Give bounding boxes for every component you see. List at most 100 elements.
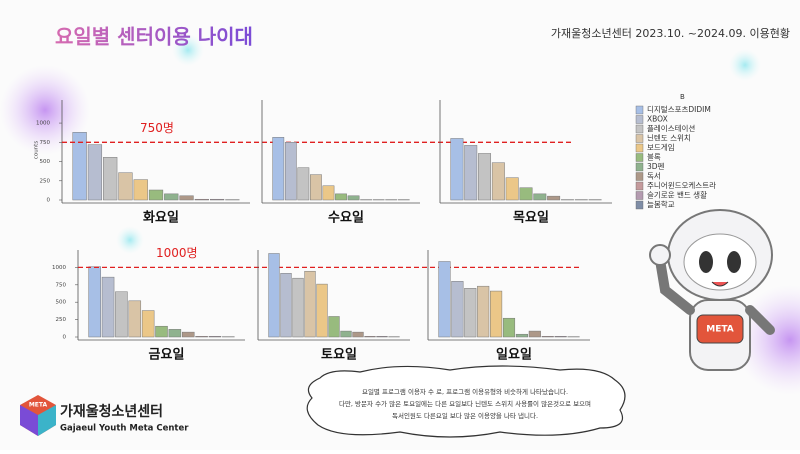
legend-swatch bbox=[636, 163, 643, 171]
legend-label: 블록 bbox=[647, 153, 661, 162]
bar bbox=[155, 326, 167, 337]
bar bbox=[293, 278, 304, 337]
logo-name: 가재울청소년센터 bbox=[60, 403, 163, 420]
robot-badge: META bbox=[706, 325, 734, 335]
bar bbox=[348, 196, 359, 200]
legend-swatch bbox=[636, 125, 643, 133]
bar bbox=[103, 157, 117, 200]
bar bbox=[142, 311, 154, 337]
legend-label: 독서 bbox=[647, 172, 661, 181]
legend-swatch bbox=[636, 116, 643, 124]
bar bbox=[102, 277, 114, 337]
bar bbox=[317, 284, 328, 337]
caption-line: 다만, 방문자 수가 많은 토요일에는 다른 요일보다 닌텐도 스위치 사용률이… bbox=[339, 399, 591, 408]
bar bbox=[542, 336, 554, 337]
bar bbox=[89, 267, 101, 337]
bar bbox=[310, 175, 321, 200]
legend-swatch bbox=[636, 106, 643, 114]
bar bbox=[477, 286, 489, 337]
bar bbox=[464, 288, 476, 337]
bar bbox=[451, 138, 463, 200]
logo-badge: META bbox=[29, 402, 48, 409]
bar bbox=[335, 194, 346, 200]
legend-label: 디지털스포츠DIDIM bbox=[647, 105, 711, 114]
bar bbox=[305, 271, 316, 337]
logo-english: Gajaeul Youth Meta Center bbox=[60, 424, 189, 434]
legend-swatch bbox=[636, 173, 643, 181]
reference-label: 750명 bbox=[140, 121, 174, 135]
chart-title: 토요일 bbox=[321, 348, 357, 363]
subtitle: 가재울청소년센터 2023.10. ~2024.09. 이용현황 bbox=[551, 27, 790, 40]
chart-title: 금요일 bbox=[149, 348, 185, 363]
bar bbox=[298, 168, 309, 200]
chart-title: 화요일 bbox=[143, 210, 179, 226]
chart-title: 목요일 bbox=[513, 211, 549, 226]
legend-label: 늘봄학교 bbox=[647, 199, 675, 209]
bar bbox=[129, 301, 141, 337]
y-tick-label: 250 bbox=[56, 317, 67, 323]
title: 요일별 센터이용 나이대 bbox=[55, 25, 253, 49]
bar bbox=[210, 199, 224, 200]
bar bbox=[196, 336, 208, 337]
legend-title: B bbox=[680, 93, 685, 101]
chart-title: 일요일 bbox=[496, 348, 532, 363]
legend-label: 플레이스테이션 bbox=[647, 123, 695, 133]
bar bbox=[490, 291, 502, 337]
bar bbox=[365, 336, 376, 337]
legend-swatch bbox=[636, 154, 643, 162]
caption-line: 요일별 프로그램 이용자 수 로, 프로그램 이용유형와 비슷하게 나타났습니다… bbox=[362, 387, 568, 396]
bar bbox=[285, 142, 296, 200]
y-tick-label: 0 bbox=[63, 335, 67, 341]
legend-label: 닌텐도 스위치 bbox=[647, 133, 691, 143]
y-tick-label: 1000 bbox=[36, 121, 50, 127]
bar bbox=[516, 334, 528, 337]
bar bbox=[273, 137, 284, 200]
legend-swatch bbox=[636, 135, 643, 143]
bar bbox=[377, 336, 388, 337]
bar bbox=[323, 186, 334, 200]
bar bbox=[164, 194, 178, 200]
bar bbox=[452, 281, 464, 337]
legend-label: 3D펜 bbox=[647, 162, 665, 171]
bar bbox=[341, 331, 352, 337]
legend-swatch bbox=[636, 144, 643, 152]
bar bbox=[169, 329, 181, 337]
legend-label: 보드게임 bbox=[647, 142, 675, 152]
bar bbox=[534, 194, 546, 200]
bar bbox=[281, 273, 292, 337]
bar bbox=[555, 336, 567, 337]
bar bbox=[478, 153, 490, 200]
legend-swatch bbox=[636, 182, 643, 190]
legend-label: XBOX bbox=[647, 115, 668, 124]
chart-title: 수요일 bbox=[328, 211, 364, 226]
reference-label: 1000명 bbox=[156, 246, 198, 260]
bar bbox=[465, 145, 477, 200]
y-axis-label: counts bbox=[34, 141, 40, 160]
bar bbox=[520, 188, 532, 200]
legend-swatch bbox=[636, 201, 643, 209]
y-tick-label: 750 bbox=[56, 282, 67, 288]
bar bbox=[209, 336, 221, 337]
bar bbox=[547, 196, 559, 200]
bar bbox=[88, 145, 102, 200]
y-tick-label: 1000 bbox=[52, 265, 66, 271]
bar bbox=[503, 318, 515, 337]
bar bbox=[269, 253, 280, 337]
bar bbox=[115, 292, 127, 337]
y-tick-label: 750 bbox=[40, 140, 51, 146]
bar bbox=[134, 180, 148, 200]
bar bbox=[529, 331, 541, 337]
bar bbox=[439, 261, 451, 337]
caption-line: 독서인원도 다른요일 보다 많은 이용양을 나타 냅니다. bbox=[392, 411, 538, 420]
bar bbox=[119, 173, 133, 200]
bar bbox=[195, 199, 209, 200]
legend-swatch bbox=[636, 192, 643, 200]
bar bbox=[182, 332, 194, 337]
bar bbox=[492, 163, 504, 200]
y-tick-label: 500 bbox=[56, 300, 67, 306]
bar bbox=[149, 190, 163, 200]
decor bbox=[729, 49, 761, 81]
bar bbox=[329, 316, 340, 337]
bar bbox=[180, 196, 194, 200]
